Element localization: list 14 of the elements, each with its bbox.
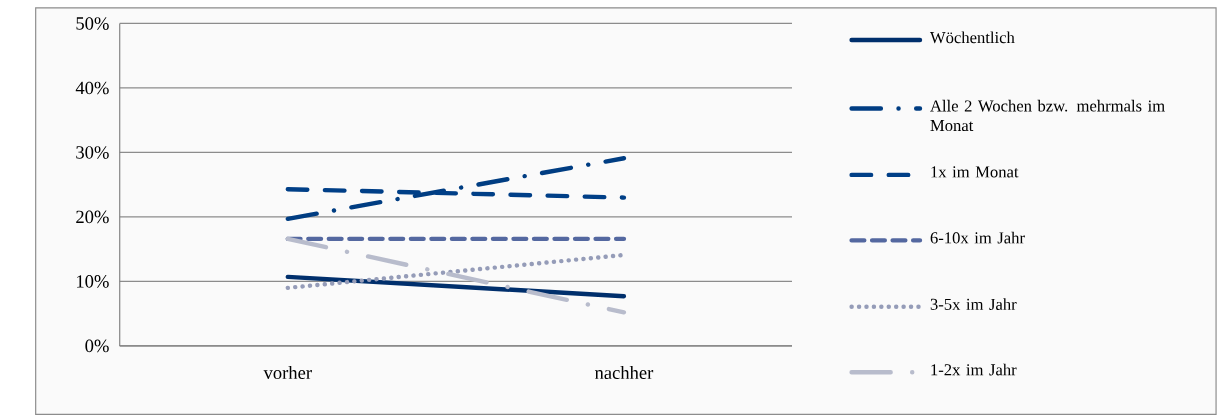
x-tick-label: vorher <box>263 365 312 379</box>
y-tick-label: 30% <box>76 145 109 159</box>
y-tick-label: 20% <box>76 210 109 224</box>
legend-label: 1-2x im Jahr <box>931 363 1017 376</box>
legend-label: 1x im Monat <box>931 166 1019 178</box>
y-tick-label: 40% <box>75 81 109 95</box>
legend-label: 3-5x im Jahr <box>930 298 1017 310</box>
legend-label: Wöchentlich <box>929 31 1015 44</box>
y-tick-label: 50% <box>76 17 109 30</box>
x-tick-label: nachher <box>594 365 654 379</box>
legend-label: Alle 2 Wochen bzw. mehrmals im Monat <box>930 99 1165 131</box>
legend-label: 6-10x im Jahr <box>930 231 1025 244</box>
y-tick-label: 10% <box>77 274 109 288</box>
y-tick-label: 0% <box>85 339 109 353</box>
